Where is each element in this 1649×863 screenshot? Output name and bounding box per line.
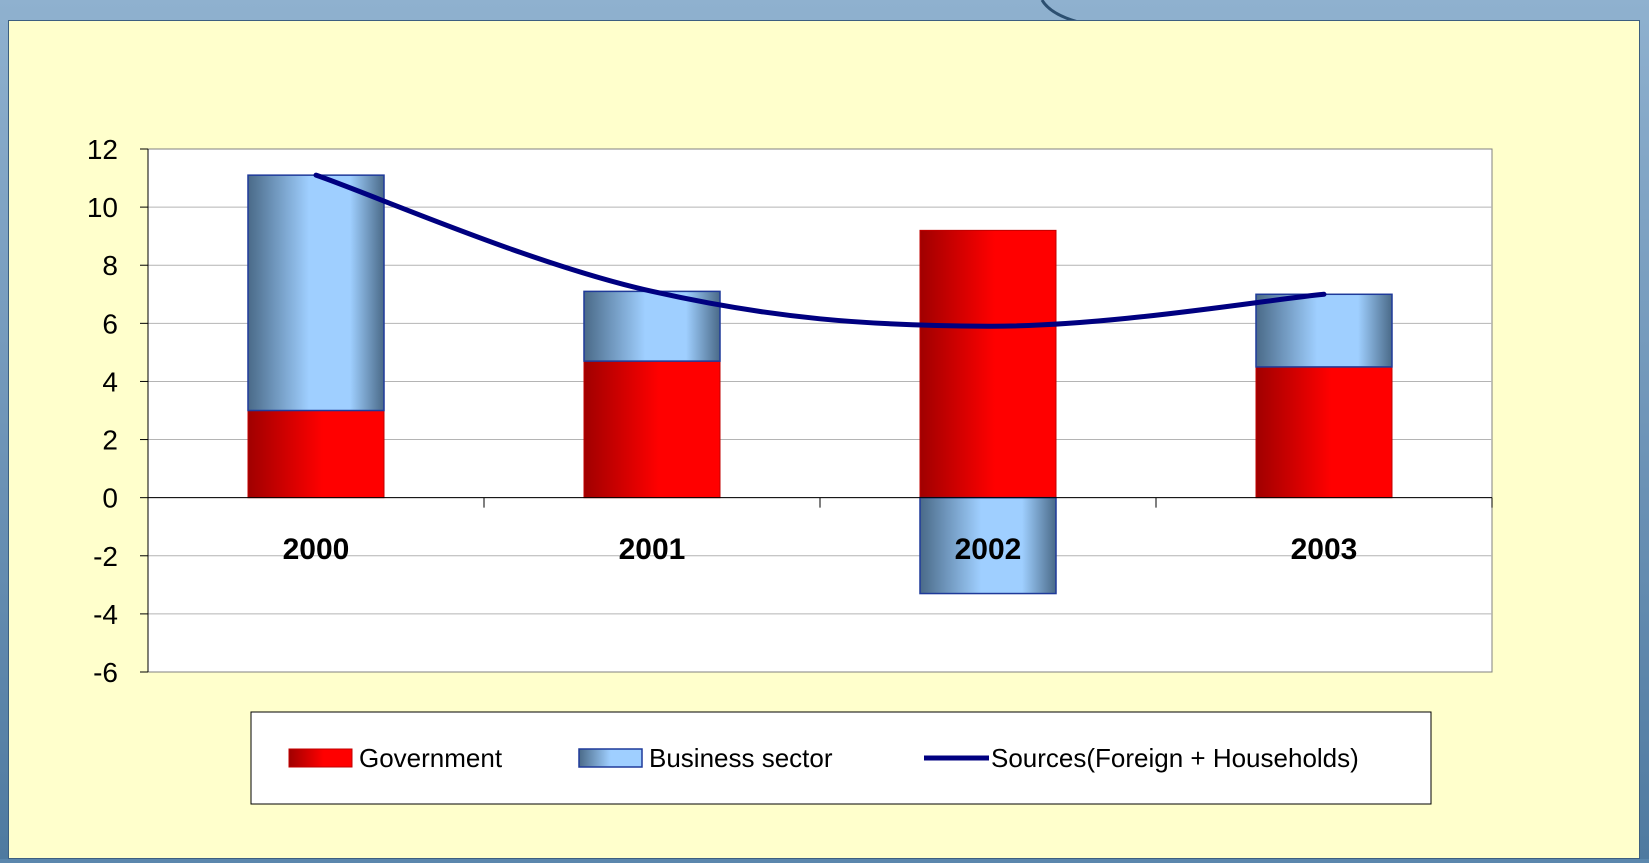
legend-swatch-business (579, 749, 642, 767)
x-tick-label: 2001 (619, 533, 686, 566)
x-tick-label: 2003 (1291, 533, 1358, 566)
bar-business (248, 175, 384, 410)
chart: 12 10 8 6 4 2 0 -2 -4 -6 2000 2001 2002 2003 Governm… (9, 21, 1639, 858)
x-tick-label: 2002 (955, 533, 1022, 566)
y-tick-label: 0 (102, 483, 118, 514)
bar-business (1256, 294, 1392, 367)
y-tick-label: -6 (93, 657, 118, 688)
legend-swatch-government (289, 749, 352, 767)
bar-government (248, 411, 384, 498)
decorative-swoosh (1040, 0, 1080, 22)
legend: Government Business sector Sources(Foreign… (251, 712, 1431, 804)
bar-government (920, 230, 1056, 497)
legend-label-line: Sources(Foreign + Households) (991, 743, 1359, 773)
chart-panel: 12 10 8 6 4 2 0 -2 -4 -6 2000 2001 2002 2003 Governm… (8, 20, 1640, 859)
y-tick-label: -4 (93, 599, 118, 630)
bar-government (584, 361, 720, 498)
y-tick-label: 4 (102, 366, 118, 397)
legend-label-government: Government (359, 743, 503, 773)
y-tick-label: 10 (87, 192, 118, 223)
y-tick-label: -2 (93, 541, 118, 572)
y-tick-label: 8 (102, 250, 118, 281)
y-tick-label: 12 (87, 134, 118, 165)
bar-government (1256, 367, 1392, 498)
legend-label-business: Business sector (649, 743, 833, 773)
y-tick-label: 2 (102, 425, 118, 456)
y-tick-labels: 12 10 8 6 4 2 0 -2 -4 -6 (87, 134, 118, 688)
y-tick-label: 6 (102, 308, 118, 339)
x-tick-label: 2000 (283, 533, 350, 566)
